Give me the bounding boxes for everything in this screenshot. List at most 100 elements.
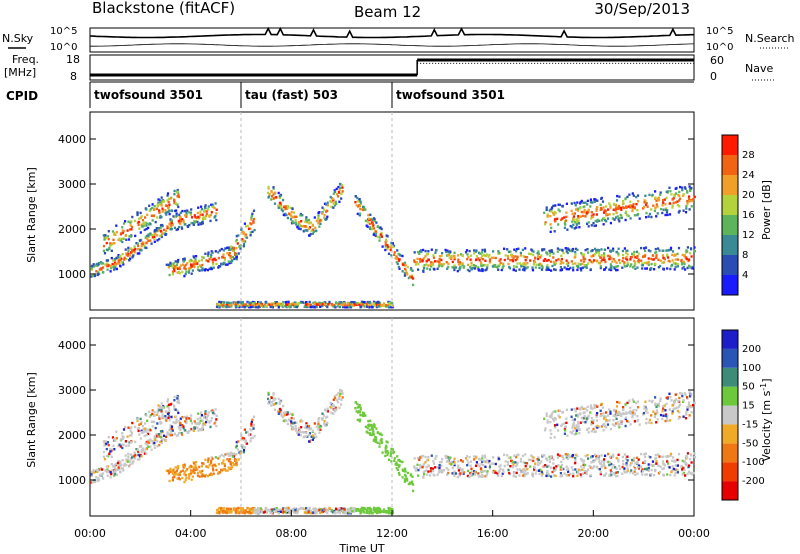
power-cell-697 — [242, 239, 245, 242]
power-cell-753 — [277, 206, 280, 209]
velocity-cell-927 — [360, 413, 363, 417]
velocity-cell-1544 — [417, 474, 420, 477]
power-cell-369 — [137, 220, 141, 224]
power-cell-1173 — [440, 254, 443, 258]
velocity-cell-794 — [304, 426, 307, 429]
velocity-cell-2273 — [644, 409, 648, 413]
velocity-cell-341 — [140, 421, 143, 424]
power-cell-761 — [275, 196, 278, 199]
velocity-cell-1407 — [676, 464, 679, 467]
velocity-cell-2021 — [312, 511, 315, 514]
power-cell-436 — [154, 220, 157, 224]
velocity-cell-278 — [185, 415, 188, 419]
velocity-cell-1970 — [264, 510, 267, 513]
power-cell-1439 — [537, 255, 540, 258]
velocity-cell-1676 — [425, 469, 428, 472]
velocity-cell-391 — [122, 443, 125, 446]
velocity-cell-2240 — [626, 401, 629, 405]
velocity-cell-859 — [317, 422, 320, 426]
power-cell-392 — [173, 209, 176, 213]
velocity-cell-1567 — [635, 456, 639, 459]
velocity-cell-181 — [127, 453, 130, 456]
power-cell-2419 — [645, 216, 648, 219]
velocity-cell-1142 — [492, 469, 495, 473]
velocity-cell-1303 — [599, 471, 602, 474]
power-cell-608 — [196, 265, 200, 269]
velocity-cell-2337 — [616, 400, 619, 404]
power-cell-2467 — [684, 187, 687, 190]
velocity-cell-2121 — [682, 415, 685, 418]
velocity-cell-897 — [378, 442, 381, 445]
power-cell-581 — [176, 267, 180, 270]
velocity-cell-939 — [397, 465, 401, 468]
power-cell-1780 — [257, 301, 260, 304]
power-cell-1206 — [414, 263, 417, 266]
velocity-cell-1568 — [581, 468, 584, 471]
velocity-cell-2077 — [270, 511, 273, 514]
velocity-cell-1188 — [516, 461, 519, 464]
velocity-cell-117 — [156, 445, 159, 448]
velocity-cell-1617 — [634, 462, 637, 465]
power-cell-1171 — [567, 264, 570, 267]
velocity-cell-983 — [379, 432, 382, 435]
power-cell-1887 — [230, 303, 233, 307]
power-cell-1191 — [579, 267, 582, 270]
power-cell-472 — [165, 213, 168, 216]
velocity-cell-1321 — [669, 473, 672, 477]
power-cell-1571 — [494, 263, 497, 267]
velocity-cell-1224 — [521, 454, 524, 458]
power-cell-1015 — [392, 245, 395, 248]
velocity-cell-354 — [142, 428, 145, 431]
velocity-cell-2345 — [659, 413, 663, 417]
velocity-cell-679 — [242, 451, 245, 454]
power-cell-2271 — [674, 201, 677, 204]
velocity-cell-2221 — [682, 400, 685, 403]
velocity-cell-2154 — [557, 409, 560, 412]
velocity-cell-2090 — [380, 509, 383, 513]
cpid-segment-label-0: twofsound 3501 — [94, 88, 203, 102]
velocity-cell-1049 — [581, 459, 584, 462]
velocity-cell-1777 — [239, 507, 242, 510]
velocity-cell-997 — [368, 432, 371, 435]
velocity-cell-938 — [379, 439, 382, 442]
velocity-cell-469 — [103, 444, 106, 447]
power-cell-519 — [205, 259, 208, 262]
velocity-cell-458 — [174, 408, 177, 411]
power-cell-2047 — [257, 305, 260, 308]
power-cell-1052 — [572, 266, 575, 269]
velocity-cell-1589 — [511, 460, 515, 464]
velocity-cell-2065 — [351, 509, 354, 513]
velocity-cell-1532 — [470, 473, 473, 476]
power-cell-2323 — [613, 218, 616, 221]
power-cell-463 — [120, 232, 123, 235]
power-cell-996 — [399, 254, 402, 257]
velocity-cell-1254 — [654, 453, 657, 457]
power-cell-1260 — [629, 265, 632, 268]
power-cell-2041 — [277, 306, 280, 309]
power-cell-2125 — [657, 199, 661, 202]
velocity-cell-139 — [126, 460, 129, 463]
velocity-cell-280 — [186, 430, 189, 434]
power-cell-482 — [184, 272, 187, 276]
velocity-cell-269 — [193, 420, 196, 423]
power-cell-1010 — [372, 233, 375, 236]
power-cell-1175 — [529, 252, 533, 256]
power-cell-931 — [373, 219, 376, 223]
power-cell-682 — [249, 222, 252, 225]
velocity-cell-103 — [137, 453, 140, 457]
velocity-cell-2230 — [577, 422, 580, 425]
power-cell-1619 — [453, 256, 456, 259]
power-cell-1608 — [516, 257, 519, 261]
power-cell-441 — [119, 239, 122, 242]
power-cell-1951 — [308, 300, 311, 304]
power-cell-1395 — [501, 266, 504, 269]
power-cell-1709 — [346, 306, 349, 309]
power-cell-1541 — [460, 263, 463, 266]
velocity-cell-1312 — [674, 460, 677, 463]
velocity-cell-17 — [92, 471, 96, 474]
power-cell-2325 — [543, 223, 547, 226]
velocity-cell-675 — [243, 428, 246, 431]
velocity-cell-1088 — [509, 456, 512, 459]
velocity-cell-1748 — [388, 512, 391, 515]
velocity-cell-745 — [288, 418, 291, 421]
